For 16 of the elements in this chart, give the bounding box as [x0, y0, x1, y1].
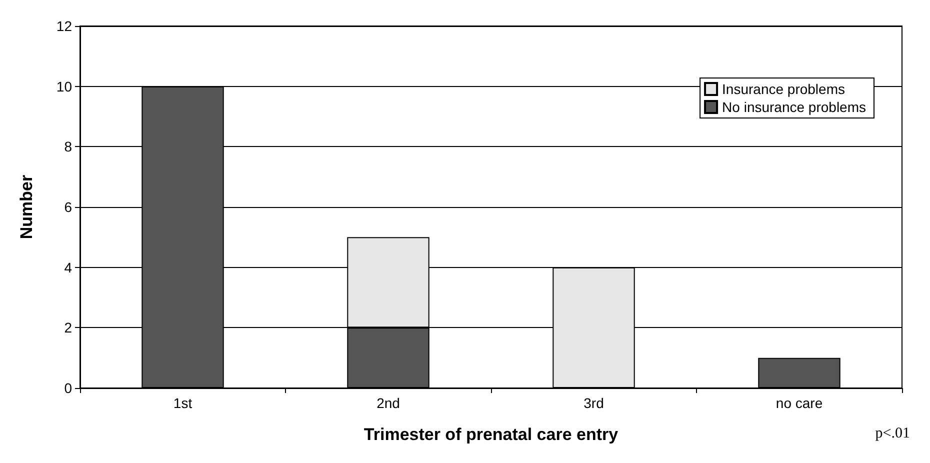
- text: p<.01: [875, 426, 910, 442]
- x-tick-label: 1st: [173, 395, 192, 411]
- y-tick-label: 2: [64, 320, 72, 336]
- x-axis-title: Trimester of prenatal care entry: [364, 425, 619, 444]
- legend-label: Insurance problems: [722, 81, 845, 97]
- y-tick-label: 6: [64, 199, 72, 215]
- x-tick-label: 3rd: [584, 395, 604, 411]
- x-tick-label: 2nd: [376, 395, 400, 411]
- y-tick-label: 12: [56, 18, 72, 34]
- y-tick-label: 10: [56, 78, 72, 94]
- y-tick-label: 4: [64, 259, 72, 276]
- y-axis-title: Number: [17, 174, 36, 240]
- legend-label: No insurance problems: [722, 99, 866, 115]
- y-tick-label: 8: [64, 138, 72, 155]
- x-tick-label: no care: [776, 395, 823, 411]
- y-tick-label: 0: [64, 380, 72, 396]
